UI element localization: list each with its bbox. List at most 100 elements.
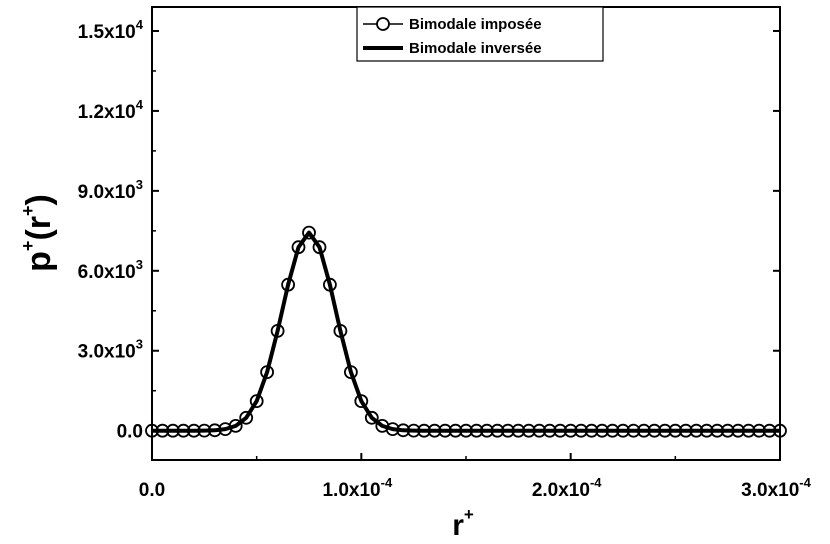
y-tick-label: 3.0x103 xyxy=(78,337,143,363)
data-point-imposee xyxy=(511,423,526,438)
data-point-imposee xyxy=(417,423,432,438)
data-point-imposee xyxy=(563,423,578,438)
data-point-imposee xyxy=(469,423,484,438)
data-point-imposee xyxy=(490,423,505,438)
data-point-imposee xyxy=(207,423,222,438)
y-tick-label: 1.5x104 xyxy=(78,17,144,43)
x-tick-label: 1.0x10-4 xyxy=(322,475,392,501)
data-point-imposee xyxy=(176,423,191,438)
y-tick-label-mantissa: 1.2x10 xyxy=(78,102,136,123)
data-point-imposee xyxy=(343,365,358,380)
data-point-imposee xyxy=(291,240,306,255)
legend-marker-imposee xyxy=(376,17,390,31)
data-point-imposee xyxy=(270,323,285,338)
y-tick-label-exponent: 4 xyxy=(136,17,144,32)
data-point-imposee xyxy=(553,423,568,438)
data-point-imposee xyxy=(322,277,337,292)
y-axis-title-sup2: + xyxy=(18,205,38,216)
y-tick-label-mantissa: 9.0x10 xyxy=(78,182,136,203)
data-point-imposee xyxy=(668,423,683,438)
data-point-imposee xyxy=(312,240,327,255)
data-point-imposee xyxy=(647,423,662,438)
data-point-imposee xyxy=(302,225,316,240)
y-axis-title-sup1: + xyxy=(18,241,38,252)
y-tick-label-mantissa: 6.0x10 xyxy=(78,262,136,283)
data-point-imposee xyxy=(459,423,473,438)
data-point-imposee xyxy=(281,277,296,292)
x-axis-title-base: r xyxy=(452,509,464,542)
y-axis-title-p: p xyxy=(20,251,58,272)
data-point-imposee xyxy=(595,423,609,438)
data-point-imposee xyxy=(762,423,777,438)
y-tick-label-mantissa: 1.5x10 xyxy=(78,22,136,43)
y-tick-label-exponent: 3 xyxy=(136,337,143,352)
data-point-imposee xyxy=(605,423,620,438)
y-tick-label-mantissa: 3.0x10 xyxy=(78,342,136,363)
data-point-imposee xyxy=(689,423,704,438)
data-point-imposee xyxy=(197,423,212,438)
data-point-imposee xyxy=(260,365,275,380)
y-axis-title-close: ) xyxy=(20,194,58,205)
y-tick-label-mantissa: 0.0 xyxy=(117,422,143,443)
legend-label-imposee: Bimodale imposée xyxy=(409,16,542,33)
data-point-imposee xyxy=(186,423,201,438)
x-tick-label: 3.0x10-4 xyxy=(741,475,811,501)
x-tick-label-exponent: -4 xyxy=(381,475,393,490)
y-tick-label-exponent: 3 xyxy=(136,177,143,192)
series-lines xyxy=(152,230,780,433)
y-tick-label: 1.2x104 xyxy=(78,97,144,123)
data-point-imposee xyxy=(584,423,599,438)
data-point-imposee xyxy=(699,423,714,438)
y-tick-label: 9.0x103 xyxy=(78,177,143,203)
data-point-imposee xyxy=(165,423,180,438)
data-point-imposee xyxy=(720,423,735,438)
legend-box xyxy=(356,6,604,62)
data-point-imposee xyxy=(752,423,766,438)
x-tick-label-mantissa: 2.0x10 xyxy=(532,480,590,501)
plot-area-frame xyxy=(151,6,781,461)
data-point-imposee xyxy=(521,423,536,438)
data-point-imposee xyxy=(479,423,494,438)
data-point-imposee xyxy=(710,423,725,438)
data-point-imposee xyxy=(155,423,170,438)
y-axis-title: p+(r+) xyxy=(18,194,58,272)
y-axis-title-r: r xyxy=(20,216,58,229)
data-point-imposee xyxy=(741,423,756,438)
data-point-imposee xyxy=(542,423,557,438)
data-point-imposee xyxy=(249,394,264,409)
data-point-imposee xyxy=(333,323,348,338)
y-axis-title-open: ( xyxy=(20,229,58,241)
x-tick-label-exponent: -4 xyxy=(590,475,602,490)
data-point-imposee xyxy=(354,394,369,409)
x-tick-label: 0.0 xyxy=(139,480,165,501)
data-point-imposee xyxy=(448,423,463,438)
series-line-inversee xyxy=(152,230,780,433)
x-axis-title-sup: + xyxy=(464,505,474,524)
data-point-imposee xyxy=(364,410,379,425)
series-markers xyxy=(145,225,787,438)
data-point-imposee xyxy=(396,423,411,438)
data-point-imposee xyxy=(616,423,630,438)
legend-label-inversee: Bimodale inversée xyxy=(409,40,542,57)
x-tick-label-mantissa: 3.0x10 xyxy=(741,480,799,501)
data-point-imposee xyxy=(406,423,421,438)
x-tick-label: 2.0x10-4 xyxy=(532,475,602,501)
data-point-imposee xyxy=(385,422,400,437)
data-point-imposee xyxy=(678,423,693,438)
data-point-imposee xyxy=(637,423,651,438)
x-tick-label-mantissa: 0.0 xyxy=(139,480,165,501)
y-tick-label-exponent: 3 xyxy=(136,257,143,272)
data-point-imposee xyxy=(626,423,641,438)
legend: Bimodale imposée Bimodale inversée xyxy=(356,6,604,62)
data-point-imposee xyxy=(731,423,745,438)
data-point-imposee xyxy=(500,423,515,438)
data-point-imposee xyxy=(658,423,672,438)
series-line-imposee xyxy=(152,231,780,432)
x-axis-title: r+ xyxy=(452,505,474,542)
data-point-imposee xyxy=(427,423,442,438)
y-tick-label: 6.0x103 xyxy=(78,257,143,283)
y-tick-label-exponent: 4 xyxy=(136,97,144,112)
data-point-imposee xyxy=(574,423,588,438)
